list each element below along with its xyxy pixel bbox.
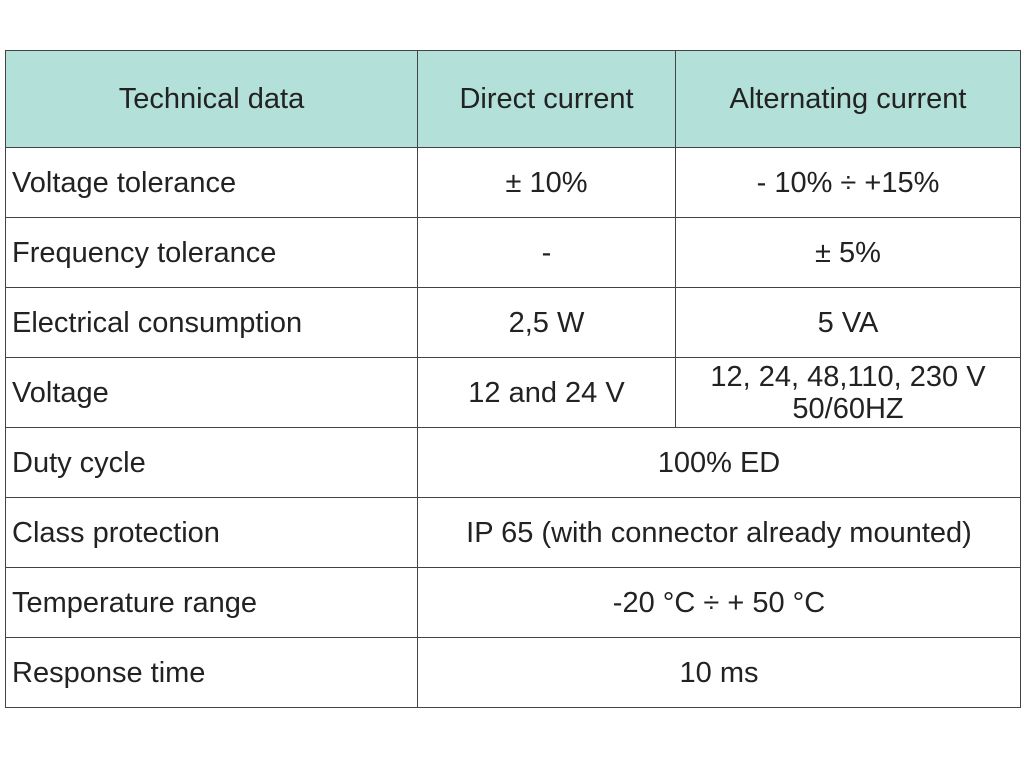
row-label: Voltage [5,357,418,428]
table-row: Voltage tolerance ± 10% - 10% ÷ +15% [5,147,1021,218]
value-cell: -20 °C ÷ + 50 °C [417,567,1021,638]
row-label: Duty cycle [5,427,418,498]
value-cell: 2,5 W [417,287,676,358]
row-label: Electrical consumption [5,287,418,358]
value-cell: 10 ms [417,637,1021,708]
table-row: Frequency tolerance - ± 5% [5,217,1021,288]
table-row: Response time 10 ms [5,637,1021,708]
row-label: Temperature range [5,567,418,638]
value-cell: - 10% ÷ +15% [675,147,1021,218]
header-cell: Alternating current [675,50,1021,148]
row-label: Frequency tolerance [5,217,418,288]
value-cell: - [417,217,676,288]
table-body: Voltage tolerance ± 10% - 10% ÷ +15% Freque… [5,147,1021,708]
technical-table: Technical data Direct current Alternating … [5,50,1021,708]
value-cell: ± 10% [417,147,676,218]
table-row: Class protection IP 65 (with connector al… [5,497,1021,568]
value-cell: ± 5% [675,217,1021,288]
row-label: Class protection [5,497,418,568]
header-cell: Direct current [417,50,676,148]
value-cell: 12 and 24 V [417,357,676,428]
header-row: Technical data Direct current Alternating … [5,50,1021,148]
row-label: Response time [5,637,418,708]
table-row: Duty cycle 100% ED [5,427,1021,498]
cell-line: 12, 24, 48,110, 230 V [710,360,986,393]
value-cell: 12, 24, 48,110, 230 V 50/60HZ [675,357,1021,428]
value-cell: 100% ED [417,427,1021,498]
table-row: Temperature range -20 °C ÷ + 50 °C [5,567,1021,638]
header-cell: Technical data [5,50,418,148]
row-label: Voltage tolerance [5,147,418,218]
value-cell: IP 65 (with connector already mounted) [417,497,1021,568]
value-cell: 5 VA [675,287,1021,358]
cell-line: 50/60HZ [792,392,904,425]
